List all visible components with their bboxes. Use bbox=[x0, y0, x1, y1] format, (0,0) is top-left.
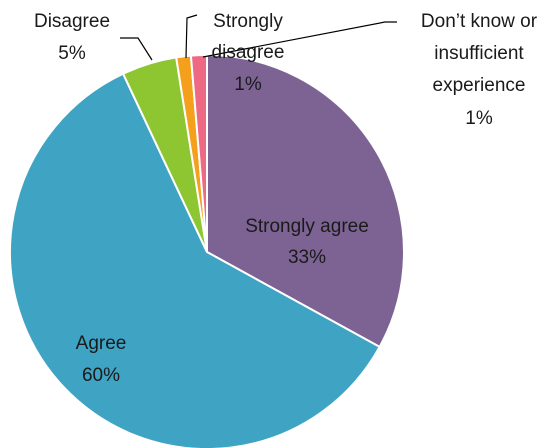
pie-slice-don-t-know-or-insufficient-experience bbox=[189, 53, 208, 253]
leader-line-strongly-disagree bbox=[185, 14, 198, 59]
pie-slice-agree bbox=[9, 72, 381, 448]
slice-value-agree: 60% bbox=[82, 365, 120, 386]
pie-slices bbox=[9, 53, 405, 448]
pie-slice-strongly-agree bbox=[206, 53, 405, 349]
leader-lines bbox=[120, 14, 397, 61]
slice-label-strongly-disagree-line1: Strongly bbox=[213, 11, 283, 32]
slice-value-disagree: 5% bbox=[58, 43, 86, 64]
slice-label-agree: Agree bbox=[76, 333, 127, 354]
leader-line-dont-know bbox=[202, 21, 397, 58]
slice-label-dont-know-line3: experience bbox=[433, 75, 526, 96]
leader-line-disagree bbox=[120, 37, 153, 61]
slice-label-disagree: Disagree bbox=[34, 11, 110, 32]
data-labels: Strongly agree 33% Agree 60% Disagree 5%… bbox=[34, 11, 538, 386]
slice-label-strongly-disagree-line2: disagree bbox=[212, 42, 285, 63]
slice-value-strongly-disagree: 1% bbox=[234, 74, 262, 95]
slice-value-strongly-agree: 33% bbox=[288, 247, 326, 268]
slice-value-dont-know: 1% bbox=[465, 108, 493, 129]
slice-label-dont-know-line2: insufficient bbox=[434, 43, 524, 64]
slice-label-strongly-agree: Strongly agree bbox=[245, 216, 369, 237]
slice-label-dont-know-line1: Don’t know or bbox=[421, 11, 538, 32]
